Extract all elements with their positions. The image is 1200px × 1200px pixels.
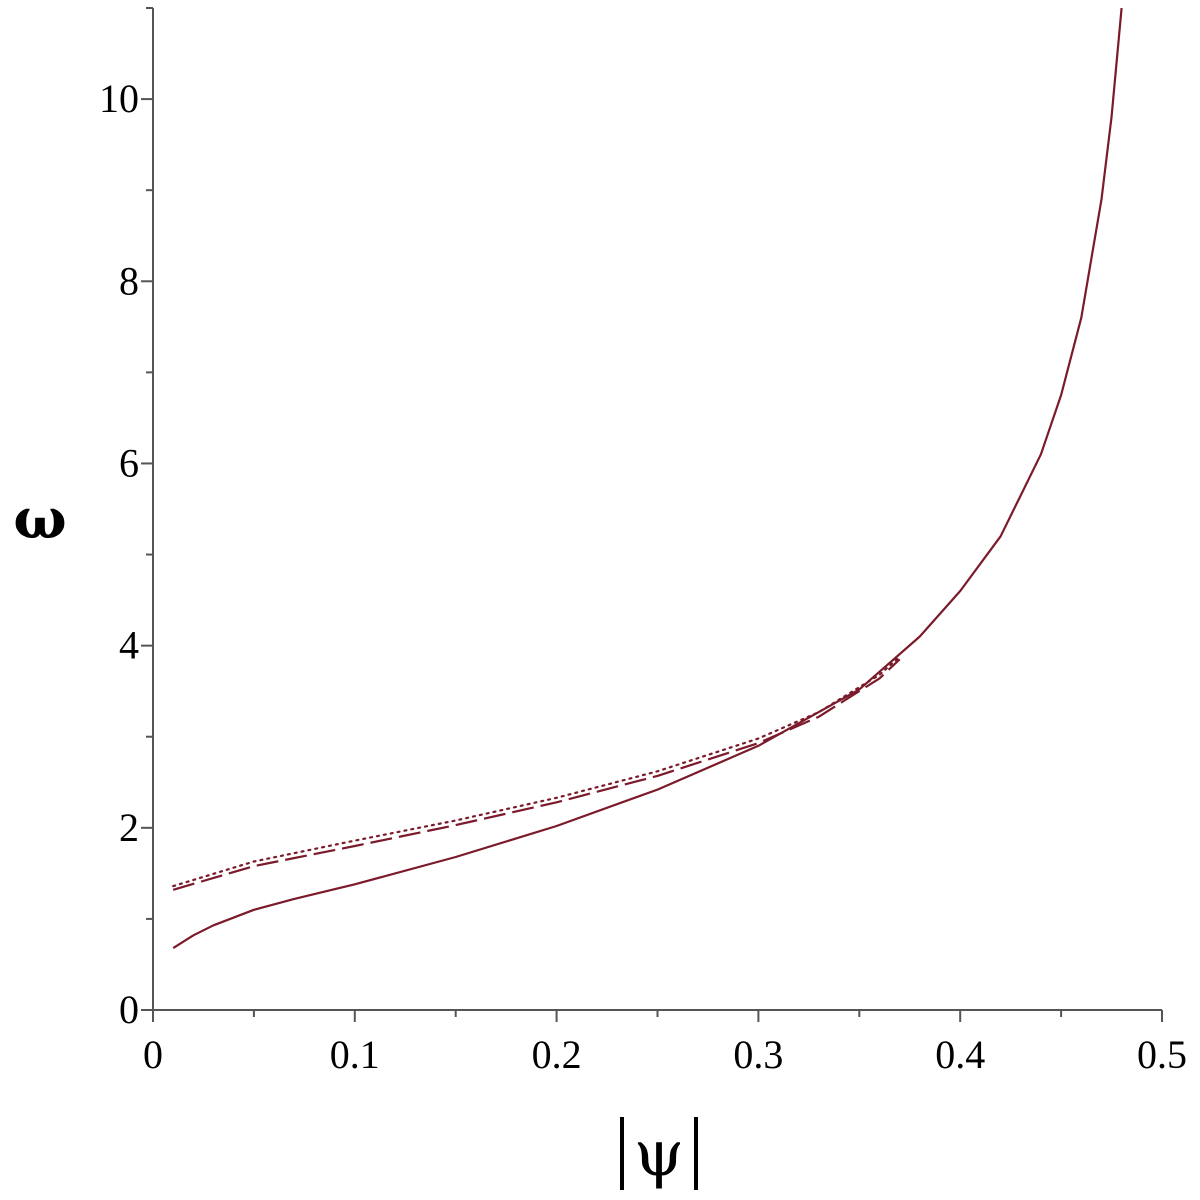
y-axis-label: ω <box>13 486 66 552</box>
y-tick-label: 6 <box>119 440 139 485</box>
series-lines <box>172 7 1123 950</box>
series-line-dashed <box>172 658 901 891</box>
x-tick-label: 0.4 <box>935 1032 985 1077</box>
y-tick-label: 10 <box>99 76 139 121</box>
x-tick-label: 0.5 <box>1137 1032 1187 1077</box>
series-line-dotted <box>172 655 901 888</box>
x-tick-label: 0.2 <box>532 1032 582 1077</box>
x-axis-label-group: ψ <box>620 1117 698 1191</box>
x-tick-label: 0.1 <box>330 1032 380 1077</box>
x-axis-label: ψ <box>634 1117 684 1191</box>
y-tick-label: 8 <box>119 258 139 303</box>
y-tick-label: 2 <box>119 805 139 850</box>
y-tick-label: 0 <box>119 987 139 1032</box>
series-line-solid <box>172 7 1123 950</box>
x-tick-label: 0 <box>143 1032 163 1077</box>
tick-labels: 0 0.1 0.2 0.3 0.4 0.5 0 2 4 6 8 10 <box>99 76 1187 1077</box>
tick-marks <box>141 7 1163 1022</box>
y-tick-label: 4 <box>119 623 139 668</box>
x-tick-label: 0.3 <box>733 1032 783 1077</box>
axes <box>152 8 1162 1011</box>
